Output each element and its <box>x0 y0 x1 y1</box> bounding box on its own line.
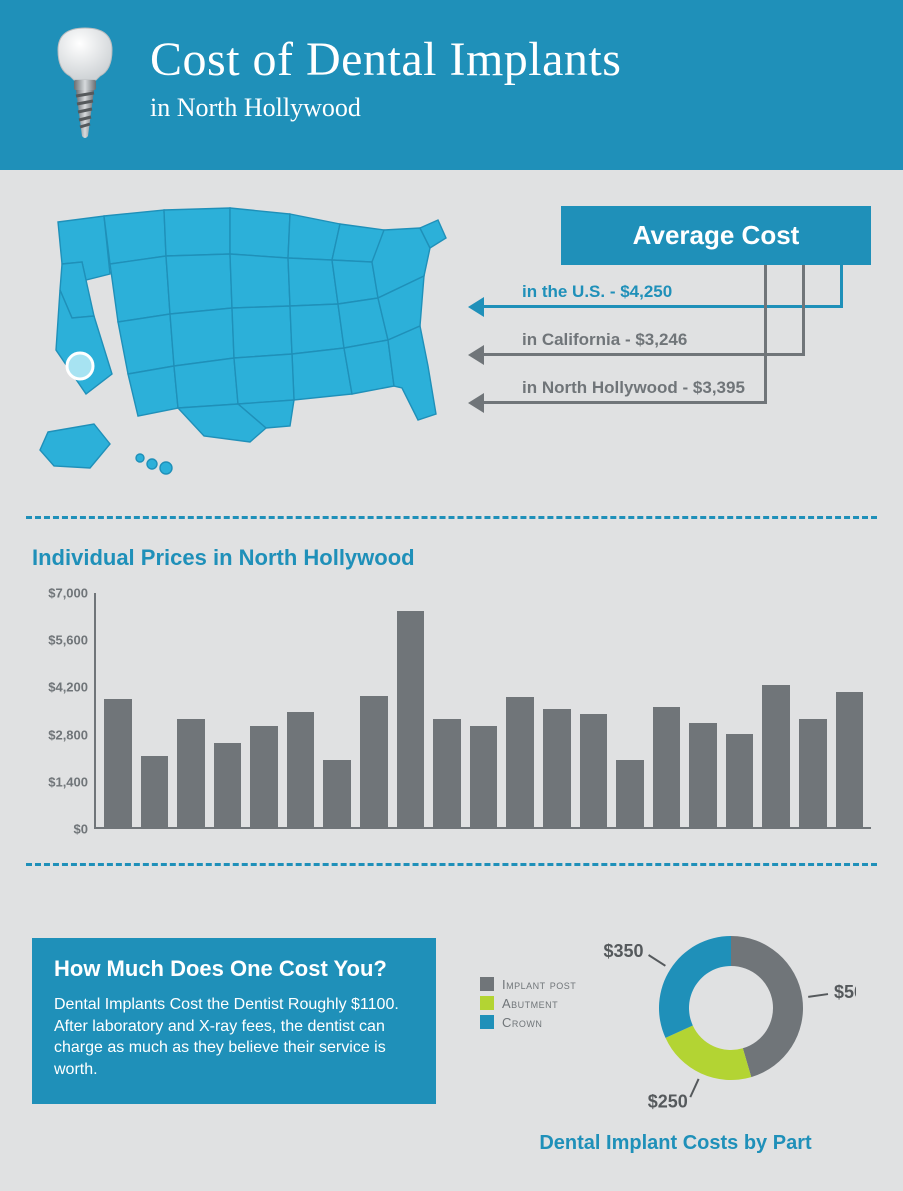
donut-chart: $500 $250 $350 <box>596 900 856 1110</box>
donut-legend: Implant post Abutment Crown <box>480 977 576 1034</box>
avg-cost-label: in California - $3,246 <box>522 330 687 350</box>
donut-value-label: $250 <box>648 1092 688 1110</box>
bar <box>836 692 864 827</box>
bar <box>470 726 498 827</box>
section-divider <box>26 863 877 866</box>
donut-leader <box>691 1079 699 1097</box>
page-subtitle: in North Hollywood <box>150 93 621 123</box>
legend-swatch <box>480 1015 494 1029</box>
bar <box>616 760 644 827</box>
bar <box>214 743 242 827</box>
y-axis-tick: $2,800 <box>48 727 88 742</box>
bar <box>726 734 754 827</box>
legend-item: Abutment <box>480 996 576 1011</box>
bar-chart-title: Individual Prices in North Hollywood <box>32 545 871 571</box>
donut-title: Dental Implant Costs by Part <box>480 1132 871 1155</box>
arrow-head-icon <box>468 297 484 317</box>
connector-stub <box>802 265 805 353</box>
bar <box>250 726 278 827</box>
content: Average Cost in the U.S. - $4,250 in Cali… <box>0 170 903 1191</box>
connector-stub <box>764 265 767 401</box>
donut-slice <box>659 936 731 1038</box>
section-bar-chart: Individual Prices in North Hollywood $0 $… <box>26 545 877 857</box>
dental-implant-icon <box>48 26 122 138</box>
legend-swatch <box>480 996 494 1010</box>
y-axis-tick: $7,000 <box>48 586 88 601</box>
legend-label: Implant post <box>502 977 576 992</box>
bar <box>799 719 827 827</box>
bar <box>287 712 315 827</box>
arrow-line <box>472 353 805 356</box>
us-map <box>32 198 452 478</box>
bar <box>323 760 351 827</box>
infographic-root: Cost of Dental Implants in North Hollywo… <box>0 0 903 1191</box>
y-axis-tick: $1,400 <box>48 774 88 789</box>
donut-block: Implant post Abutment Crown $500 $250 $350 D… <box>480 900 871 1155</box>
section-divider <box>26 516 877 519</box>
legend-label: Abutment <box>502 996 558 1011</box>
donut-slice <box>666 1025 752 1080</box>
y-axis-tick: $4,200 <box>48 680 88 695</box>
bar-chart-y-axis: $0$1,400$2,800$4,200$5,600$7,000 <box>32 593 96 829</box>
bar <box>141 756 169 827</box>
bar <box>543 709 571 827</box>
avg-cost-row: in the U.S. - $4,250 <box>472 283 871 317</box>
section-bottom: How Much Does One Cost You? Dental Impla… <box>26 892 877 1155</box>
donut-leader <box>649 955 666 966</box>
legend-label: Crown <box>502 1015 542 1030</box>
legend-item: Crown <box>480 1015 576 1030</box>
bar <box>433 719 461 827</box>
cost-box-body: Dental Implants Cost the Dentist Roughly… <box>54 994 414 1080</box>
bar <box>360 696 388 827</box>
legend-swatch <box>480 977 494 991</box>
header-text: Cost of Dental Implants in North Hollywo… <box>150 26 621 123</box>
bar-chart-plot <box>96 593 871 829</box>
average-cost-title: Average Cost <box>561 206 871 265</box>
arrow-head-icon <box>468 393 484 413</box>
bar <box>762 685 790 827</box>
average-cost-block: Average Cost in the U.S. - $4,250 in Cali… <box>472 206 871 413</box>
connector-stub <box>840 265 843 305</box>
donut-leader <box>808 994 828 997</box>
arrow-line <box>472 401 767 404</box>
legend-item: Implant post <box>480 977 576 992</box>
y-axis-tick: $0 <box>74 822 88 837</box>
donut-value-label: $350 <box>604 941 644 961</box>
bar <box>580 714 608 827</box>
y-axis-tick: $5,600 <box>48 633 88 648</box>
bar-chart: $0$1,400$2,800$4,200$5,600$7,000 <box>32 593 871 829</box>
section-average-cost: Average Cost in the U.S. - $4,250 in Cali… <box>26 170 877 510</box>
arrow-head-icon <box>468 345 484 365</box>
donut-value-label: $500 <box>834 982 856 1002</box>
page-title: Cost of Dental Implants <box>150 32 621 87</box>
bar <box>653 707 681 827</box>
arrow-line <box>472 305 843 308</box>
average-cost-rows: in the U.S. - $4,250 in California - $3,2… <box>472 283 871 413</box>
avg-cost-row: in California - $3,246 <box>472 331 871 365</box>
bar <box>506 697 534 827</box>
cost-explainer-box: How Much Does One Cost You? Dental Impla… <box>32 938 436 1104</box>
bar <box>177 719 205 827</box>
bar <box>104 699 132 827</box>
bar <box>397 611 425 827</box>
header: Cost of Dental Implants in North Hollywo… <box>0 0 903 170</box>
avg-cost-label: in the U.S. - $4,250 <box>522 282 672 302</box>
avg-cost-label: in North Hollywood - $3,395 <box>522 378 745 398</box>
cost-box-title: How Much Does One Cost You? <box>54 956 414 982</box>
bar <box>689 723 717 828</box>
avg-cost-row: in North Hollywood - $3,395 <box>472 379 871 413</box>
